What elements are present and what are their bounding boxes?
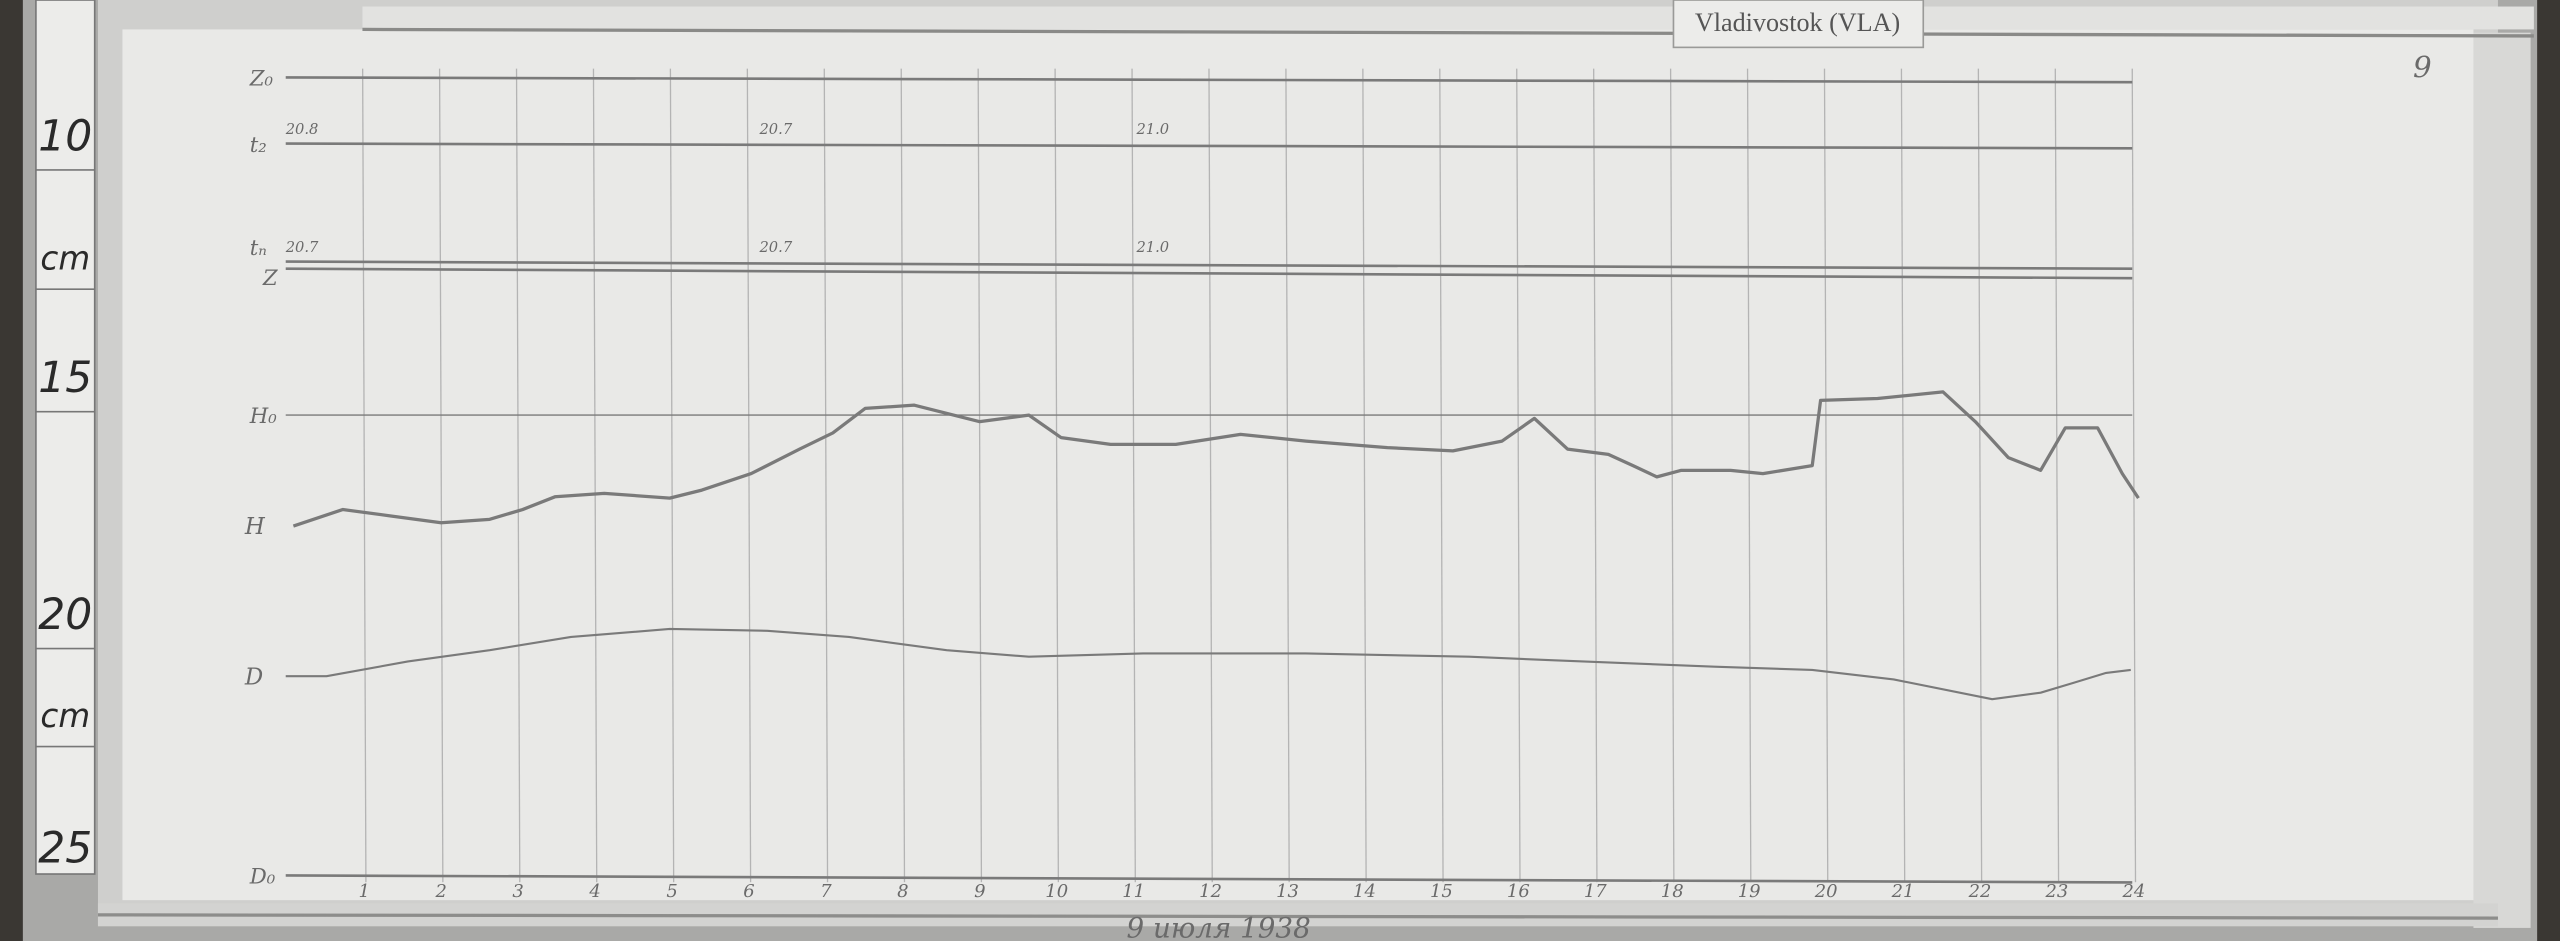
hour-gridline [1900, 68, 1906, 883]
hour-gridline [1669, 68, 1675, 883]
temperature-label: 20.7 [758, 121, 792, 138]
cm-ruler [35, 0, 96, 875]
baseline-2 [285, 260, 2133, 271]
hour-label: 16 [1507, 881, 1530, 902]
hour-label: 21 [1891, 881, 1915, 902]
hour-gridline [1208, 68, 1213, 883]
hour-gridline [1823, 68, 1829, 883]
hour-label: 11 [1122, 881, 1145, 902]
trace-D [285, 627, 2131, 701]
temperature-label: 20.8 [285, 121, 319, 138]
hour-gridline [1439, 68, 1444, 883]
hour-gridline [438, 68, 444, 883]
hour-gridline [1131, 68, 1136, 883]
trace-H [292, 390, 2140, 528]
hour-gridline [977, 68, 983, 883]
hour-gridline [2131, 68, 2137, 883]
hour-label: 14 [1353, 881, 1376, 902]
hour-label: 20 [1814, 881, 1838, 902]
baseline-label: H₀ [249, 404, 277, 429]
ruler-label: cm [40, 240, 90, 278]
temperature-label: 20.7 [758, 239, 792, 256]
hour-gridline [1746, 68, 1752, 883]
caption: 9 июля 1938 [1127, 912, 1311, 941]
hour-label: 7 [820, 881, 832, 902]
right-edge-strip [2473, 32, 2531, 928]
ruler-label: 10 [38, 112, 92, 161]
hour-label: 22 [1968, 881, 1992, 902]
station-tag: Vladivostok (VLA) [1695, 8, 1900, 37]
hour-gridline [669, 68, 675, 883]
top-strip [362, 6, 2534, 30]
hour-gridline [1977, 68, 1983, 883]
baseline-label: Z [262, 266, 279, 291]
hour-label: 1 [359, 881, 370, 902]
paper [122, 29, 2474, 901]
hour-label: 24 [2121, 881, 2145, 902]
baseline-3 [285, 267, 2133, 280]
baseline-0 [285, 76, 2133, 84]
trace-label: D [244, 664, 263, 690]
hour-gridline [592, 68, 598, 883]
baseline-label: Z₀ [249, 67, 274, 92]
hour-label: 5 [666, 881, 677, 902]
station-tag-box [1672, 0, 1925, 49]
hour-label: 9 [974, 881, 985, 902]
hour-label: 6 [743, 881, 754, 902]
ruler-label: 25 [38, 825, 92, 874]
hour-gridline [1054, 68, 1060, 883]
ruler-label: cm [40, 697, 90, 735]
hour-gridline [1285, 68, 1290, 883]
top-strip-edge [362, 27, 2534, 38]
temperature-label: 21.0 [1135, 121, 1169, 138]
baseline-label: tₙ [250, 236, 267, 261]
ruler-label: 20 [38, 591, 92, 640]
hour-gridline [362, 68, 367, 883]
hour-label: 19 [1738, 881, 1761, 902]
baseline-label: D₀ [249, 865, 276, 890]
bottom-strip-edge [97, 913, 2498, 920]
hour-label: 17 [1584, 881, 1607, 902]
hour-label: 13 [1276, 881, 1299, 902]
hour-label: 23 [2045, 881, 2069, 902]
hour-label: 15 [1430, 881, 1453, 902]
hour-gridline [1593, 68, 1598, 883]
page-number: 9 [2413, 50, 2432, 84]
hour-gridline [1362, 68, 1367, 883]
hour-gridline [823, 68, 829, 883]
hour-label: 2 [435, 881, 447, 902]
hour-label: 18 [1661, 881, 1684, 902]
hour-gridline [1516, 68, 1521, 883]
trace-label: H [244, 514, 266, 540]
baseline-5 [285, 874, 2133, 884]
hour-label: 8 [897, 881, 908, 902]
hour-gridline [515, 68, 521, 883]
hour-gridline [2054, 68, 2060, 883]
baseline-1 [285, 142, 2133, 150]
hour-label: 10 [1045, 881, 1068, 902]
hour-label: 3 [512, 881, 523, 902]
temperature-label: 20.7 [285, 239, 319, 256]
temperature-label: 21.0 [1135, 239, 1169, 256]
hour-label: 12 [1199, 881, 1222, 902]
ruler-label: 15 [38, 354, 92, 403]
baseline-label: t₂ [250, 133, 267, 158]
hour-label: 4 [588, 881, 600, 902]
hour-gridline [900, 68, 906, 883]
